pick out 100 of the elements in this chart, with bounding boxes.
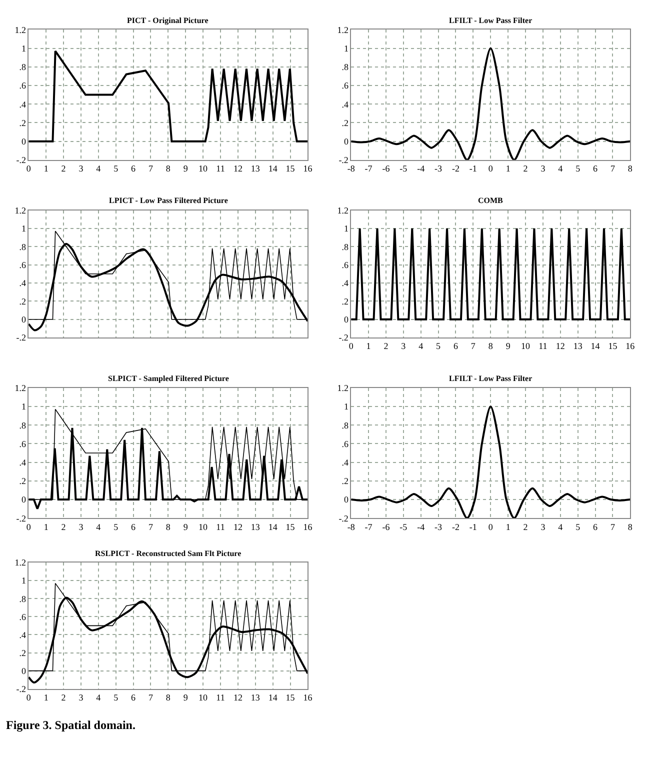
x-tick-label: 5 xyxy=(114,164,119,174)
y-tick-label: 1 xyxy=(22,224,26,234)
y-tick-label: 1.2 xyxy=(337,24,348,35)
y-tick-label: .4 xyxy=(19,457,26,468)
x-tick-label: 9 xyxy=(183,522,188,532)
x-tick-label: 15 xyxy=(286,522,296,532)
y-tick-label: .6 xyxy=(19,612,26,622)
chart-title: COMB xyxy=(478,196,504,205)
x-tick-label: 1 xyxy=(44,164,48,174)
y-tick-label: .6 xyxy=(19,438,26,449)
x-tick-label: 2 xyxy=(384,341,388,352)
x-tick-label: 14 xyxy=(268,164,278,174)
y-tick-label: 0 xyxy=(344,494,349,505)
x-tick-label: 2 xyxy=(523,164,528,174)
x-tick-label: 1 xyxy=(506,164,510,174)
x-tick-label: -4 xyxy=(417,164,426,174)
y-tick-label: 1.2 xyxy=(14,205,26,216)
x-tick-label: 12 xyxy=(233,692,242,703)
x-tick-label: -7 xyxy=(364,522,373,532)
x-tick-label: 5 xyxy=(576,522,581,532)
chart-title: LFILT - Low Pass Filter xyxy=(449,16,533,25)
x-tick-label: -1 xyxy=(469,164,477,174)
y-tick-label: 1 xyxy=(22,43,26,54)
y-tick-label: -.2 xyxy=(338,332,348,343)
x-tick-label: 8 xyxy=(488,341,494,352)
x-tick-label: 6 xyxy=(131,522,136,532)
x-tick-label: 7 xyxy=(148,522,154,532)
y-tick-label: 1.2 xyxy=(14,24,26,35)
x-tick-label: 0 xyxy=(488,522,494,532)
y-tick-label: 1 xyxy=(22,402,26,412)
x-tick-label: 5 xyxy=(436,341,442,352)
x-tick-label: 3 xyxy=(401,341,406,352)
y-tick-label: .2 xyxy=(19,476,26,486)
y-tick-label: -.2 xyxy=(16,332,26,343)
y-tick-label: .2 xyxy=(342,476,348,486)
chart-title: LPICT - Low Pass Filtered Picture xyxy=(109,196,228,205)
x-tick-label: 8 xyxy=(166,692,171,703)
y-tick-label: 1 xyxy=(344,43,348,54)
y-tick-label: .4 xyxy=(19,630,26,640)
y-tick-label: .2 xyxy=(19,296,26,306)
y-tick-label: 0 xyxy=(344,314,349,325)
x-tick-label: -5 xyxy=(400,522,408,532)
y-tick-label: .4 xyxy=(342,457,349,468)
x-tick-label: 15 xyxy=(286,164,296,174)
x-tick-label: 1 xyxy=(44,522,48,532)
x-tick-label: 8 xyxy=(628,164,633,174)
x-tick-label: 7 xyxy=(610,522,616,532)
x-tick-label: 6 xyxy=(131,692,136,703)
chart-title: SLPICT - Sampled Filtered Picture xyxy=(108,374,230,383)
x-tick-label: 9 xyxy=(506,341,511,352)
x-tick-label: 16 xyxy=(303,692,313,703)
y-tick-label: 1 xyxy=(344,224,348,234)
x-tick-label: 2 xyxy=(523,522,528,532)
x-tick-label: 14 xyxy=(268,522,278,532)
y-tick-label: .6 xyxy=(19,80,26,91)
x-tick-label: 2 xyxy=(61,522,66,532)
x-tick-label: 15 xyxy=(608,341,618,352)
x-tick-label: 15 xyxy=(286,692,296,703)
y-tick-label: 1.2 xyxy=(14,558,26,568)
x-tick-label: 7 xyxy=(148,164,154,174)
x-tick-label: -6 xyxy=(382,522,390,532)
x-tick-label: -1 xyxy=(469,522,477,532)
x-tick-label: 12 xyxy=(233,164,242,174)
y-tick-label: 1.2 xyxy=(337,383,348,394)
x-tick-label: 11 xyxy=(216,692,225,703)
x-tick-label: -3 xyxy=(434,522,443,532)
x-tick-label: 6 xyxy=(453,341,458,352)
y-tick-label: 1 xyxy=(344,402,348,412)
y-tick-label: .4 xyxy=(19,99,26,110)
x-tick-label: 4 xyxy=(558,164,564,174)
y-tick-label: .6 xyxy=(19,260,26,270)
x-tick-label: 2 xyxy=(61,692,66,703)
x-tick-label: 9 xyxy=(183,692,188,703)
x-tick-label: 2 xyxy=(61,164,66,174)
x-tick-label: 14 xyxy=(590,341,600,352)
y-tick-label: .4 xyxy=(342,278,349,288)
x-tick-label: 1 xyxy=(506,522,510,532)
y-tick-label: 1.2 xyxy=(14,383,26,394)
x-tick-label: 13 xyxy=(250,692,260,703)
y-tick-label: 0 xyxy=(22,136,26,146)
y-tick-label: 0 xyxy=(22,666,26,676)
x-tick-label: 7 xyxy=(148,692,154,703)
x-tick-label: -2 xyxy=(452,522,460,532)
y-tick-label: .8 xyxy=(19,594,26,604)
x-tick-label: 8 xyxy=(628,522,633,532)
x-tick-label: 14 xyxy=(268,692,278,703)
x-tick-label: 4 xyxy=(96,164,102,174)
x-tick-label: -7 xyxy=(364,164,373,174)
x-tick-label: 13 xyxy=(573,341,583,352)
x-tick-label: 16 xyxy=(626,341,636,352)
y-tick-label: .8 xyxy=(19,62,26,72)
x-tick-label: 5 xyxy=(114,692,119,703)
x-tick-label: 4 xyxy=(96,692,102,703)
x-tick-label: 10 xyxy=(521,341,531,352)
y-tick-label: -.2 xyxy=(338,155,348,166)
x-tick-label: 6 xyxy=(593,164,598,174)
y-tick-label: .2 xyxy=(19,118,26,128)
x-tick-label: 8 xyxy=(166,522,171,532)
x-tick-label: 4 xyxy=(558,522,564,532)
y-tick-label: .8 xyxy=(342,242,349,252)
